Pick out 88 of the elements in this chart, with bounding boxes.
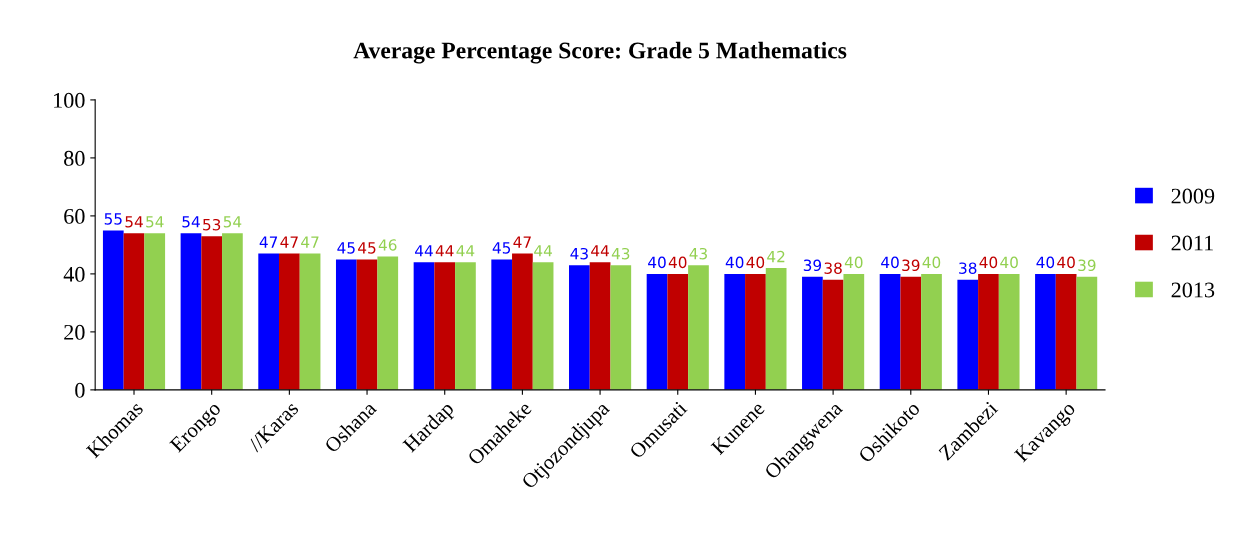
data-label: 39 [1078,259,1096,272]
bar [258,253,280,390]
bar [144,233,166,390]
bar [1035,273,1056,390]
bar [900,276,922,390]
legend-label: 2009 [1171,188,1215,204]
data-label: 43 [570,247,588,260]
y-tick-label: 0 [75,382,85,398]
bar [765,268,787,390]
bar [957,279,979,390]
data-label: 40 [725,256,744,269]
data-label: 39 [902,259,920,272]
bar [724,273,746,390]
data-label: 47 [301,236,319,248]
bar [879,273,901,390]
bar [921,273,942,390]
y-tick-label: 40 [63,266,85,282]
data-label: 39 [803,259,822,272]
bar [222,233,243,390]
bar [491,259,513,390]
bar [998,273,1020,390]
bar [434,262,456,390]
data-label: 43 [689,247,707,260]
y-tick-label: 60 [64,208,85,224]
data-label: 40 [979,256,998,269]
data-label: 44 [415,245,433,257]
bar [688,265,709,390]
bar [299,253,321,390]
data-label: 53 [203,218,221,231]
bar [1076,276,1098,390]
data-label: 40 [1000,256,1018,269]
legend-label: 2013 [1171,282,1215,298]
bar [279,253,300,390]
bar [646,273,668,390]
bar [745,273,766,390]
bar [377,256,399,390]
bar [610,265,632,390]
y-tick-label: 80 [64,150,85,166]
data-label: 47 [259,236,278,248]
bar [532,262,554,390]
data-label: 45 [337,242,355,254]
data-label: 38 [824,262,842,274]
bar [180,233,202,390]
data-label: 47 [513,236,531,248]
bar [569,265,590,390]
data-label: 44 [591,245,609,257]
data-label: 40 [881,256,899,269]
bar [455,262,476,390]
data-label: 40 [668,256,687,269]
data-label: 46 [378,239,397,251]
data-label: 47 [280,236,298,248]
data-label: 44 [456,245,475,257]
data-label: 55 [104,213,122,225]
bar [123,233,145,390]
bar [512,253,533,390]
chart-title: Average Percentage Score: Grade 5 Mathematics [353,41,847,64]
y-tick-label: 100 [54,92,85,108]
y-tick-label: 20 [64,324,85,340]
data-label: 38 [959,262,977,274]
bar [822,279,844,390]
data-label: 54 [146,216,164,228]
data-label: 40 [1036,256,1055,269]
data-label: 54 [125,216,143,228]
data-label: 44 [435,245,454,257]
data-label: 40 [844,256,863,269]
data-label: 45 [492,242,511,254]
bar [589,262,611,390]
bar [201,236,223,390]
data-label: 40 [746,256,765,269]
data-label: 44 [534,245,552,257]
data-label: 43 [611,247,630,260]
bar [978,273,999,390]
bar [802,276,823,390]
data-label: 40 [648,256,666,269]
data-label: 40 [1057,256,1075,269]
data-label: 42 [767,250,785,263]
bar [335,259,357,390]
data-label: 40 [922,256,941,269]
data-label: 54 [223,216,242,228]
bar [1055,273,1077,390]
data-label: 54 [182,216,200,228]
bar [356,259,378,390]
bar [102,230,124,390]
bar [667,273,689,390]
legend-label: 2011 [1171,235,1213,251]
bar [843,273,865,390]
data-label: 45 [358,242,376,254]
bar [413,262,435,390]
